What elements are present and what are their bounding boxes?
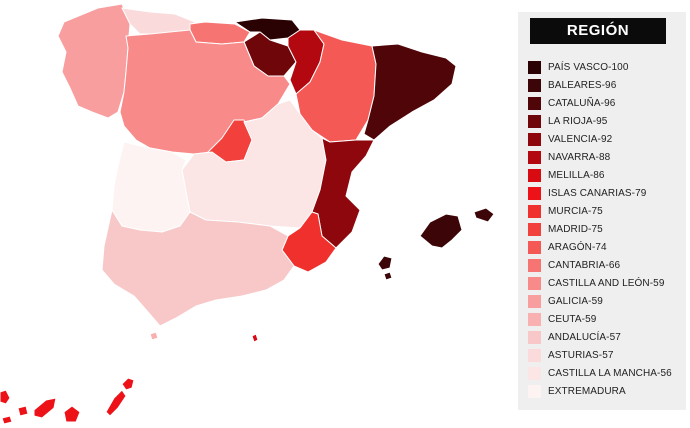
region-baleares[interactable] bbox=[419, 213, 463, 249]
spain-map bbox=[0, 3, 495, 425]
legend-item: CASTILLA LA MANCHA-56 bbox=[528, 364, 672, 382]
legend-label: ASTURIAS-57 bbox=[548, 349, 614, 361]
legend-item: LA RIOJA-95 bbox=[528, 112, 672, 130]
legend-item: ISLAS CANARIAS-79 bbox=[528, 184, 672, 202]
legend-item: ANDALUCÍA-57 bbox=[528, 328, 672, 346]
legend-item: GALICIA-59 bbox=[528, 292, 672, 310]
legend-item: ASTURIAS-57 bbox=[528, 346, 672, 364]
legend-label: MELILLA-86 bbox=[548, 169, 605, 181]
legend-label: MADRID-75 bbox=[548, 223, 603, 235]
legend-swatch bbox=[528, 168, 541, 182]
legend-swatch bbox=[528, 204, 541, 218]
legend-item: MADRID-75 bbox=[528, 220, 672, 238]
legend-panel: REGIÓN PAÍS VASCO-100 BALEARES-96 CATALUÑA… bbox=[518, 12, 686, 410]
legend-swatch bbox=[528, 258, 541, 272]
legend-label: MURCIA-75 bbox=[548, 205, 603, 217]
legend-label: ISLAS CANARIAS-79 bbox=[548, 187, 647, 199]
region-galicia[interactable] bbox=[57, 3, 131, 119]
legend-swatch bbox=[528, 96, 541, 110]
legend-item: CASTILLA AND LEÓN-59 bbox=[528, 274, 672, 292]
legend-item: BALEARES-96 bbox=[528, 76, 672, 94]
legend-item: EXTREMADURA bbox=[528, 382, 672, 400]
legend-label: BALEARES-96 bbox=[548, 79, 617, 91]
legend-label: ANDALUCÍA-57 bbox=[548, 331, 621, 343]
legend-label: EXTREMADURA bbox=[548, 385, 626, 397]
legend-swatch bbox=[528, 60, 541, 74]
legend-title: REGIÓN bbox=[530, 18, 666, 44]
region-canarias-lanzarote[interactable] bbox=[121, 377, 135, 391]
region-baleares-ibiza[interactable] bbox=[377, 255, 393, 271]
legend-swatch bbox=[528, 186, 541, 200]
legend-swatch bbox=[528, 348, 541, 362]
legend-swatch bbox=[528, 132, 541, 146]
legend-swatch bbox=[528, 78, 541, 92]
legend-swatch bbox=[528, 330, 541, 344]
region-canarias-la-palma[interactable] bbox=[0, 389, 11, 405]
legend-item: CEUTA-59 bbox=[528, 310, 672, 328]
legend-label: CASTILLA LA MANCHA-56 bbox=[548, 367, 672, 379]
region-cataluna[interactable] bbox=[363, 43, 457, 141]
legend-item: ARAGÓN-74 bbox=[528, 238, 672, 256]
legend-swatch bbox=[528, 240, 541, 254]
region-canarias-fuerteventura[interactable] bbox=[105, 389, 127, 417]
region-ceuta[interactable] bbox=[149, 331, 159, 341]
legend-label: CASTILLA AND LEÓN-59 bbox=[548, 277, 665, 289]
region-canarias-gran-canaria[interactable] bbox=[63, 405, 81, 423]
legend-item: NAVARRA-88 bbox=[528, 148, 672, 166]
legend-label: CANTABRIA-66 bbox=[548, 259, 621, 271]
region-baleares-formentera[interactable] bbox=[383, 271, 393, 281]
legend-item: CATALUÑA-96 bbox=[528, 94, 672, 112]
legend-label: LA RIOJA-95 bbox=[548, 115, 608, 127]
legend-swatch bbox=[528, 222, 541, 236]
legend-swatch bbox=[528, 276, 541, 290]
region-baleares-menorca[interactable] bbox=[473, 207, 495, 223]
legend-swatch bbox=[528, 312, 541, 326]
legend-label: VALENCIA-92 bbox=[548, 133, 613, 145]
legend-item: MURCIA-75 bbox=[528, 202, 672, 220]
region-extremadura[interactable] bbox=[111, 141, 191, 233]
legend-swatch bbox=[528, 384, 541, 398]
legend-item: MELILLA-86 bbox=[528, 166, 672, 184]
legend-label: NAVARRA-88 bbox=[548, 151, 611, 163]
legend-list: PAÍS VASCO-100 BALEARES-96 CATALUÑA-96 LA R… bbox=[528, 58, 672, 400]
region-andalucia[interactable] bbox=[101, 209, 295, 327]
legend-label: ARAGÓN-74 bbox=[548, 241, 607, 253]
legend-label: CEUTA-59 bbox=[548, 313, 597, 325]
legend-swatch bbox=[528, 366, 541, 380]
region-canarias-hierro[interactable] bbox=[1, 415, 13, 425]
legend-label: CATALUÑA-96 bbox=[548, 97, 616, 109]
legend-item: PAÍS VASCO-100 bbox=[528, 58, 672, 76]
legend-swatch bbox=[528, 150, 541, 164]
legend-item: CANTABRIA-66 bbox=[528, 256, 672, 274]
region-melilla[interactable] bbox=[251, 333, 259, 343]
region-canarias-tenerife[interactable] bbox=[33, 397, 57, 419]
legend-swatch bbox=[528, 294, 541, 308]
legend-label: GALICIA-59 bbox=[548, 295, 603, 307]
legend-swatch bbox=[528, 114, 541, 128]
legend-label: PAÍS VASCO-100 bbox=[548, 61, 629, 73]
legend-item: VALENCIA-92 bbox=[528, 130, 672, 148]
region-canarias-gomera[interactable] bbox=[17, 405, 29, 417]
